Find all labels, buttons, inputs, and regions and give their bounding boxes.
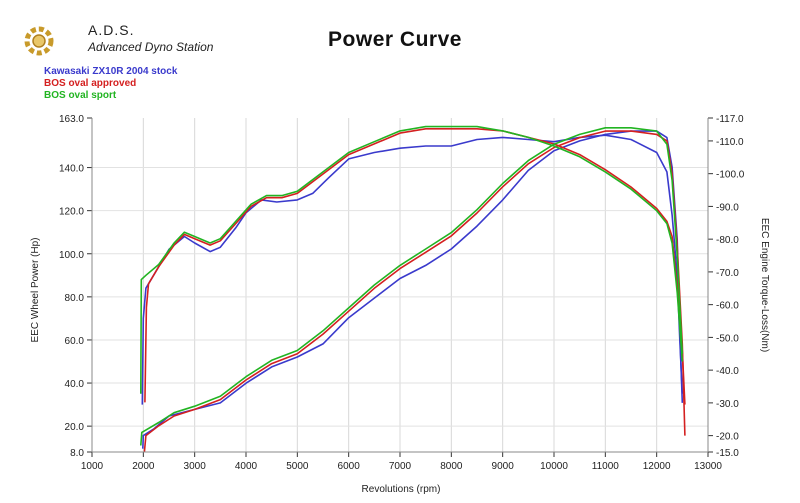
x-tick-label: 1000: [81, 461, 104, 472]
y2-tick-label: -70.0: [716, 268, 739, 279]
x-tick-label: 8000: [440, 461, 463, 472]
x-tick-label: 7000: [389, 461, 412, 472]
x-tick-label: 9000: [492, 461, 515, 472]
y2-tick-label: -90.0: [716, 202, 739, 213]
x-tick-label: 10000: [540, 461, 568, 472]
x-axis-title: Revolutions (rpm): [362, 484, 441, 495]
y-tick-label: 80.0: [65, 293, 85, 304]
kawasaki-zx10r-2004-stock-torque-line: [142, 130, 684, 449]
legend: Kawasaki ZX10R 2004 stock BOS oval appro…: [44, 66, 177, 102]
bos-oval-sport-torque-line: [140, 127, 684, 446]
bos-oval-sport-power-line: [140, 125, 684, 394]
y-tick-label: 163.0: [59, 114, 84, 125]
x-tick-label: 4000: [235, 461, 258, 472]
logo-abbreviation: A.D.S.: [88, 22, 135, 38]
legend-entry-approved: BOS oval approved: [44, 78, 137, 89]
y2-tick-label: -40.0: [716, 366, 739, 377]
y-tick-label: 140.0: [59, 164, 84, 175]
y2-tick-label: -60.0: [716, 301, 739, 312]
ads-logo-icon: [24, 26, 54, 56]
x-tick-label: 12000: [643, 461, 671, 472]
legend-entry-stock: Kawasaki ZX10R 2004 stock: [44, 66, 178, 77]
kawasaki-zx10r-2004-stock-power-line: [141, 134, 684, 405]
y-tick-label: 40.0: [65, 379, 85, 390]
y-tick-label: 8.0: [70, 448, 84, 459]
y-tick-label: 100.0: [59, 250, 84, 261]
y-tick-label: 60.0: [65, 336, 85, 347]
logo-full-name: Advanced Dyno Station: [88, 40, 214, 54]
x-tick-label: 5000: [286, 461, 309, 472]
series-layer: [140, 125, 686, 453]
axes: 1000 2000 3000 4000 5000 6000 7000 8000 9000 1000…: [59, 114, 745, 472]
ads-logo: A.D.S. Advanced Dyno Station: [22, 20, 222, 60]
chart-title: Power Curve: [328, 28, 462, 51]
x-tick-label: 6000: [338, 461, 361, 472]
bos-oval-approved-torque-line: [143, 130, 686, 453]
y-tick-label: 20.0: [65, 422, 85, 433]
x-tick-label: 2000: [132, 461, 155, 472]
x-tick-label: 3000: [184, 461, 207, 472]
y2-tick-label: -80.0: [716, 235, 739, 246]
y2-tick-label: -20.0: [716, 432, 739, 443]
y-tick-label: 120.0: [59, 207, 84, 218]
y2-tick-label: -110.0: [716, 137, 744, 148]
y2-tick-label: -50.0: [716, 333, 739, 344]
y2-tick-label: -117.0: [716, 114, 744, 125]
y2-tick-label: -30.0: [716, 399, 739, 410]
y2-tick-label: -100.0: [716, 170, 745, 181]
y-axis-title: EEC Wheel Power (Hp): [30, 237, 41, 342]
grid: [92, 118, 708, 452]
x-tick-label: 11000: [592, 461, 620, 472]
x-tick-label: 13000: [694, 461, 722, 472]
bos-oval-approved-power-line: [144, 128, 686, 405]
y2-tick-label: -15.0: [716, 448, 739, 459]
y2-axis-title: EEC Engine Torque-Loss(Nm): [759, 218, 770, 352]
legend-entry-sport: BOS oval sport: [44, 90, 117, 101]
